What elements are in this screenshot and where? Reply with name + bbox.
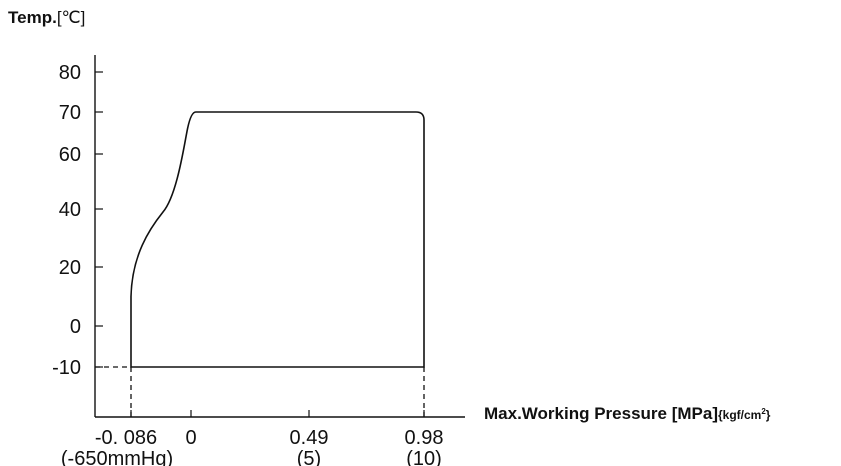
series-layer: [130, 111, 425, 368]
x-tick-sublabel: (10): [406, 448, 442, 466]
y-tick-label: 20: [59, 257, 81, 279]
operating-envelope-line: [130, 111, 425, 368]
axes: [94, 55, 465, 418]
x-tick-sublabel: (-650mmHg): [61, 448, 173, 466]
y-axis-unit: [℃]: [56, 8, 86, 27]
y-tick-label: 40: [59, 199, 81, 221]
x-ticks: -0. 086(-650mmHg) 0 0.49(5) 0.98(10): [61, 410, 444, 466]
x-axis-label: Max.Working Pressure [MPa]: [484, 404, 718, 423]
x-axis-unit-prefix: {kgf/cm: [717, 408, 762, 422]
x-axis-title: Max.Working Pressure [MPa]{kgf/cm2}: [484, 404, 770, 424]
x-axis-unit: {kgf/cm2}: [717, 407, 771, 422]
x-tick-label: 0.49: [290, 427, 329, 449]
y-axis-label: Temp.: [8, 8, 57, 27]
x-tick-label: -0. 086: [95, 427, 157, 449]
x-axis-unit-sup: 2: [761, 407, 766, 416]
x-tick-sublabel: (5): [297, 448, 321, 466]
y-tick-label: 70: [59, 102, 81, 124]
x-tick-label: 0.98: [405, 427, 444, 449]
y-tick-label: 0: [70, 316, 81, 338]
y-tick-label: -10: [52, 357, 81, 379]
y-tick-label: 60: [59, 144, 81, 166]
x-tick-label: 0: [185, 427, 196, 449]
dashed-guides: [95, 366, 425, 417]
x-axis-unit-suffix: }: [765, 408, 771, 422]
y-tick-label: 80: [59, 62, 81, 84]
y-ticks: 80 70 60 40 20 0 -10: [52, 62, 103, 379]
y-axis-title: Temp.[℃]: [8, 8, 85, 28]
